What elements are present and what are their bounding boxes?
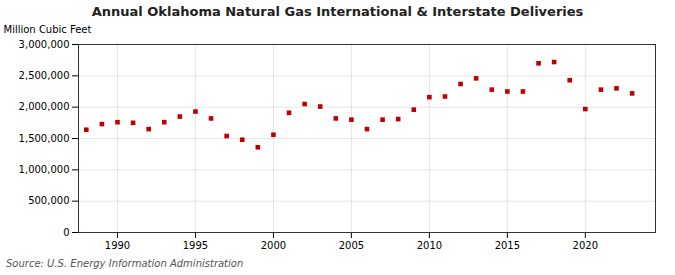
svg-text:2,500,000: 2,500,000 (19, 70, 70, 81)
svg-text:1990: 1990 (105, 240, 130, 251)
svg-text:1,500,000: 1,500,000 (19, 133, 70, 144)
svg-text:2000: 2000 (261, 240, 286, 251)
html-text:Source: U.S. Energy Informatio: Source: U.S. Energy Information Administ… (6, 258, 244, 269)
svg-text:2,000,000: 2,000,000 (19, 101, 70, 112)
svg-text:0: 0 (63, 227, 69, 238)
svg-text:2005: 2005 (339, 240, 364, 251)
svg-text:3,000,000: 3,000,000 (19, 39, 70, 50)
svg-text:1,000,000: 1,000,000 (19, 164, 70, 175)
svg-text:500,000: 500,000 (28, 195, 69, 206)
html-text:Annual Oklahoma Natural Gas In: Annual Oklahoma Natural Gas Internationa… (91, 4, 584, 19)
svg-text:Million Cubic Feet: Million Cubic Feet (4, 24, 92, 35)
svg-text:2020: 2020 (573, 240, 598, 251)
svg-text:2015: 2015 (495, 240, 520, 251)
svg-text:1995: 1995 (183, 240, 208, 251)
svg-text:2010: 2010 (417, 240, 442, 251)
